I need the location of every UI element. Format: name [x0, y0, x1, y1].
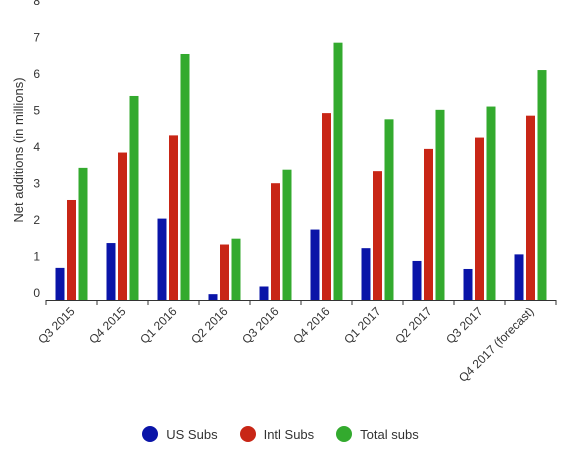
legend: US Subs Intl Subs Total subs — [0, 424, 561, 444]
y-tick-label: 4 — [33, 140, 40, 154]
bar-total-subs[interactable] — [78, 167, 88, 300]
y-tick-label: 5 — [33, 104, 40, 118]
y-tick-label: 1 — [33, 250, 40, 264]
bar-total-subs[interactable] — [435, 109, 445, 301]
x-tick-label: Q3 2016 — [239, 304, 282, 347]
bar-total-subs[interactable] — [231, 238, 241, 300]
bar-total-subs[interactable] — [486, 106, 496, 300]
y-tick-label: 6 — [33, 67, 40, 81]
legend-label-intl-subs: Intl Subs — [263, 426, 315, 442]
y-tick-label: 2 — [33, 213, 40, 227]
x-axis-tick-marks — [45, 300, 557, 305]
bar-us-subs[interactable] — [55, 267, 65, 300]
legend-swatch-intl-subs — [239, 426, 256, 442]
legend-item-us-subs[interactable]: US Subs — [142, 426, 218, 442]
bars — [55, 42, 547, 301]
x-tick-label: Q2 2017 — [392, 304, 435, 347]
x-tick-label: Q2 2016 — [188, 304, 231, 347]
bar-us-subs[interactable] — [208, 294, 218, 300]
x-tick-label: Q3 2017 — [443, 304, 486, 347]
bar-total-subs[interactable] — [282, 169, 292, 300]
bar-us-subs[interactable] — [514, 254, 524, 300]
bar-intl-subs[interactable] — [424, 148, 433, 300]
x-tick-label: Q4 2016 — [290, 304, 333, 347]
legend-item-intl-subs[interactable]: Intl Subs — [239, 426, 315, 442]
x-tick-label: Q1 2016 — [137, 304, 180, 347]
legend-item-total-subs[interactable]: Total subs — [336, 426, 419, 442]
legend-swatch-us-subs — [142, 426, 159, 442]
bar-intl-subs[interactable] — [475, 137, 484, 300]
bar-us-subs[interactable] — [412, 260, 422, 300]
legend-label-us-subs: US Subs — [166, 426, 218, 442]
y-tick-label: 7 — [33, 31, 40, 45]
y-tick-label: 0 — [33, 286, 40, 300]
legend-label-total-subs: Total subs — [360, 426, 419, 442]
bar-intl-subs[interactable] — [118, 152, 127, 300]
bar-intl-subs[interactable] — [67, 199, 76, 300]
y-tick-label: 3 — [33, 177, 40, 191]
y-tick-label: 8 — [33, 0, 40, 8]
bar-total-subs[interactable] — [537, 70, 547, 300]
legend-swatch-total-subs — [336, 426, 353, 442]
bar-intl-subs[interactable] — [322, 113, 331, 301]
bar-intl-subs[interactable] — [271, 183, 280, 300]
bar-total-subs[interactable] — [384, 119, 394, 300]
bar-us-subs[interactable] — [463, 268, 473, 300]
x-tick-label: Q1 2017 — [341, 304, 384, 347]
bar-total-subs[interactable] — [333, 42, 343, 301]
x-tick-label: Q3 2015 — [35, 304, 78, 347]
x-axis-ticks: Q3 2015 Q4 2015 Q1 2016 Q2 2016 Q3 2016 Q4 20… — [35, 304, 536, 385]
bar-us-subs[interactable] — [259, 286, 269, 300]
y-axis-ticks: 0 1 2 3 4 5 6 7 8 — [33, 0, 40, 300]
bar-intl-subs[interactable] — [373, 171, 382, 300]
x-tick-label: Q4 2015 — [86, 304, 129, 347]
bar-us-subs[interactable] — [157, 218, 167, 300]
bar-total-subs[interactable] — [129, 95, 139, 300]
bar-intl-subs[interactable] — [220, 244, 229, 300]
bar-total-subs[interactable] — [180, 53, 190, 300]
bar-us-subs[interactable] — [361, 248, 371, 300]
bar-intl-subs[interactable] — [169, 135, 178, 300]
bar-us-subs[interactable] — [310, 229, 320, 300]
bar-intl-subs[interactable] — [526, 115, 535, 300]
bar-us-subs[interactable] — [106, 243, 116, 300]
y-axis-label: Net additions (in millions) — [11, 77, 26, 222]
